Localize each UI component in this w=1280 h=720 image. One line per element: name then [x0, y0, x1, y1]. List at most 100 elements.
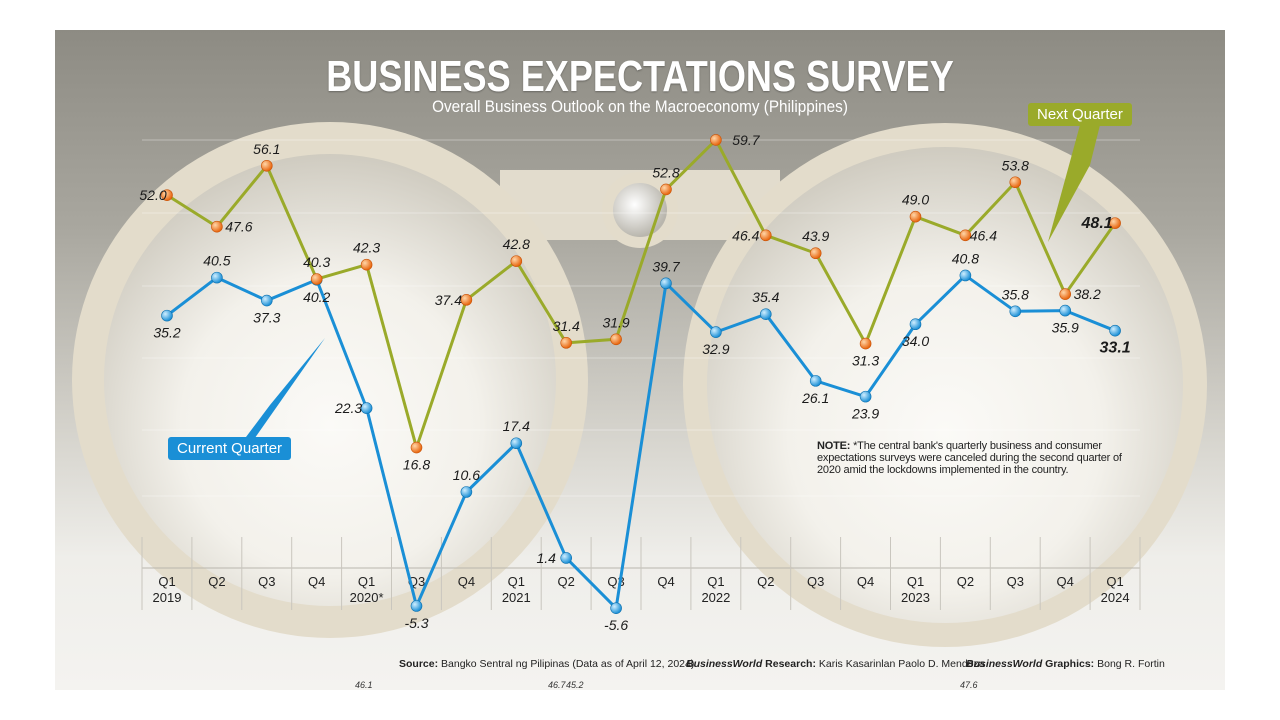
data-label: 42.8 — [503, 236, 530, 252]
legend-callouts — [240, 125, 1100, 445]
data-label: 31.9 — [602, 314, 629, 330]
cropped-label: 46.1 — [355, 680, 373, 690]
data-label: 47.6 — [225, 219, 252, 235]
graphics-text: Bong R. Fortin — [1094, 658, 1165, 670]
data-point — [1109, 324, 1121, 337]
data-label: 48.1 — [1081, 215, 1113, 232]
x-tick-label: 2024 — [1101, 590, 1130, 605]
data-label: -5.3 — [404, 615, 428, 631]
x-tick-label: Q3 — [807, 574, 824, 589]
x-tick-label: 2021 — [502, 590, 531, 605]
data-label: 35.4 — [752, 289, 779, 305]
data-point — [610, 333, 622, 346]
x-tick-label: Q1 — [358, 574, 375, 589]
data-point — [959, 269, 972, 282]
data-label: 16.8 — [403, 457, 430, 473]
data-point — [460, 294, 473, 306]
note-label: NOTE: — [817, 440, 851, 452]
data-label: 40.2 — [303, 289, 330, 305]
x-tick-label: Q2 — [558, 574, 575, 589]
data-label: 10.6 — [453, 467, 480, 483]
data-label: 31.3 — [852, 353, 879, 369]
data-point — [759, 308, 772, 320]
data-point — [859, 390, 872, 403]
data-point — [710, 134, 722, 146]
data-point — [859, 337, 872, 350]
legend-next-quarter: Next Quarter — [1028, 103, 1132, 126]
data-point — [260, 159, 273, 172]
data-label: 43.9 — [802, 228, 829, 244]
data-label: 46.4 — [970, 227, 997, 243]
data-point — [510, 255, 523, 267]
data-point — [360, 402, 373, 414]
data-point — [660, 277, 672, 290]
x-tick-label: Q1 — [158, 574, 175, 589]
data-label: 56.1 — [253, 141, 280, 157]
data-point — [660, 183, 672, 196]
data-point — [759, 229, 772, 242]
data-point — [410, 600, 423, 612]
data-label: 1.4 — [536, 550, 556, 566]
x-tick-label: Q2 — [957, 574, 974, 589]
research-text: Karis Kasarinlan Paolo D. Mendoza — [815, 658, 985, 670]
x-tick-label: Q2 — [208, 574, 225, 589]
data-point — [710, 326, 722, 338]
data-label: 35.8 — [1002, 286, 1029, 302]
data-label: 35.9 — [1052, 320, 1079, 336]
data-label: 37.3 — [253, 310, 280, 326]
data-label: 22.3 — [334, 400, 362, 416]
series-layer: 35.2 40.5 37.3 40.2 22.3 -5.3 10.6 17.4 1.4 -5.6 3… — [139, 132, 1130, 633]
next-callout-pointer — [1048, 125, 1100, 242]
x-tick-label: 2022 — [701, 590, 730, 605]
data-label: 38.2 — [1074, 286, 1101, 302]
data-point — [610, 602, 622, 614]
gridlines — [142, 139, 1140, 497]
data-label: 31.4 — [553, 318, 580, 334]
legend-current-quarter: Current Quarter — [168, 437, 292, 460]
x-tick-label: 2020* — [350, 590, 384, 605]
x-tick-label: Q1 — [1106, 574, 1123, 589]
data-label: 40.3 — [303, 254, 330, 270]
x-tick-label: Q2 — [757, 574, 774, 589]
x-tick-label: Q1 — [508, 574, 525, 589]
page-subtitle: Overall Business Outlook on the Macroeco… — [432, 97, 848, 116]
x-tick-label: Q1 — [707, 574, 724, 589]
data-point — [460, 486, 473, 498]
data-label: 52.8 — [652, 164, 679, 180]
data-label: 40.8 — [952, 250, 979, 266]
data-label: 23.9 — [851, 406, 879, 422]
data-point — [510, 437, 523, 450]
page-title: BUSINESS EXPECTATIONS SURVEY — [326, 52, 954, 101]
research-brand: BusinessWorld — [686, 658, 763, 670]
data-label: 42.3 — [353, 240, 380, 256]
data-label: 17.4 — [503, 418, 530, 434]
data-point — [360, 258, 373, 271]
data-point — [1059, 288, 1071, 300]
data-point — [260, 294, 273, 307]
x-tick-label: 2019 — [153, 590, 182, 605]
graphics-label: Graphics: — [1042, 658, 1095, 670]
data-point — [959, 229, 972, 242]
x-tick-label: 2023 — [901, 590, 930, 605]
chart-note: NOTE: *The central bank's quarterly busi… — [817, 440, 1137, 476]
note-text: *The central bank's quarterly business a… — [817, 440, 1122, 476]
x-tick-label: Q4 — [458, 574, 475, 589]
source-label: Source: — [399, 658, 439, 670]
data-label: 37.4 — [435, 292, 462, 308]
cropped-label: 46.7 — [548, 680, 566, 690]
x-tick-label: Q3 — [1007, 574, 1024, 589]
data-label: 40.5 — [203, 253, 230, 269]
data-label: 26.1 — [801, 390, 829, 406]
x-tick-label: Q1 — [907, 574, 924, 589]
x-tick-label: Q4 — [308, 574, 325, 589]
data-point — [1109, 217, 1121, 229]
data-label: 53.8 — [1002, 157, 1029, 173]
data-point — [161, 189, 173, 201]
x-tick-label: Q4 — [1057, 574, 1074, 589]
data-label: -5.6 — [604, 617, 628, 633]
current-callout-pointer — [240, 338, 325, 445]
data-label: 39.7 — [652, 258, 680, 274]
data-point — [211, 220, 223, 233]
